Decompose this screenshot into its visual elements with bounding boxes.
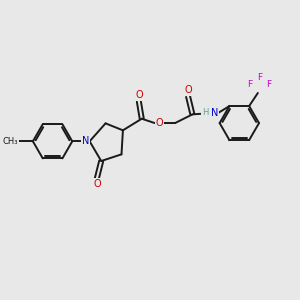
- Text: F: F: [247, 80, 252, 89]
- Text: N: N: [211, 108, 218, 118]
- Text: O: O: [184, 85, 192, 95]
- Text: O: O: [93, 179, 101, 189]
- Text: O: O: [135, 90, 143, 100]
- Text: F: F: [257, 74, 262, 82]
- Text: N: N: [82, 136, 89, 146]
- Text: CH₃: CH₃: [3, 137, 18, 146]
- Text: F: F: [266, 80, 272, 89]
- Text: H: H: [202, 108, 208, 117]
- Text: O: O: [155, 118, 163, 128]
